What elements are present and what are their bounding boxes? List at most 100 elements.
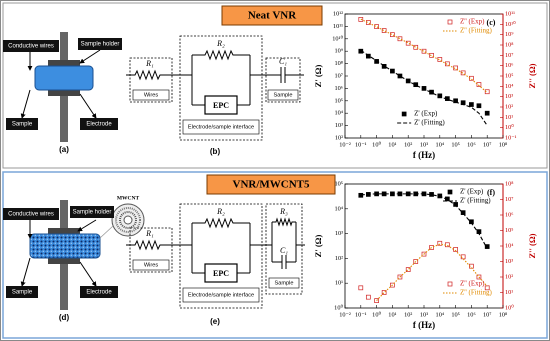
y-tick-label: 10⁶ xyxy=(335,85,344,92)
y-tick-label: 10³ xyxy=(335,122,343,129)
y-tick-label: 10² xyxy=(335,255,343,262)
y-tick-label: 10¹² xyxy=(333,10,343,17)
x-tick-label: 10⁸ xyxy=(499,141,508,148)
x-tick-label: 10⁰ xyxy=(372,141,381,148)
legend-label: Z'' (Exp) xyxy=(460,18,485,26)
x-tick-label: 10⁻¹ xyxy=(355,311,367,318)
data-point xyxy=(374,24,379,29)
title-box xyxy=(221,5,323,26)
panel-border xyxy=(2,2,548,169)
y2-tick-label: 10⁸ xyxy=(505,180,514,187)
x-tick-label: 10⁻² xyxy=(339,311,351,318)
x-axis-title: f (Hz) xyxy=(413,320,435,330)
y2-tick-label: 10⁷ xyxy=(505,52,514,59)
schematic-label: Sample holder xyxy=(81,42,120,48)
y-tick-label: 10³ xyxy=(335,230,343,237)
data-point xyxy=(421,251,427,257)
schematic-label: Conductive wires xyxy=(8,44,54,50)
x-tick-label: 10⁻² xyxy=(339,141,351,148)
data-point xyxy=(381,28,387,33)
y-tick-label: 10⁵ xyxy=(335,97,344,104)
component-label: R₂ xyxy=(216,39,225,48)
plot-frame xyxy=(344,13,504,139)
caption: (e) xyxy=(210,317,220,326)
data-point xyxy=(365,294,371,300)
component-label: R₁ xyxy=(145,229,154,238)
y-tick-label: 10⁴ xyxy=(335,205,344,212)
fit-line xyxy=(360,49,488,126)
x-tick-label: 10⁰ xyxy=(372,311,381,318)
inset-label: MWCNT xyxy=(117,195,140,201)
data-point xyxy=(437,93,443,99)
y2-tick-label: 10² xyxy=(505,103,513,110)
y2-tick-label: 10¹⁰ xyxy=(505,21,516,28)
data-point xyxy=(453,65,458,71)
box-label: Sample xyxy=(274,92,293,98)
x-tick-label: 10⁵ xyxy=(451,311,460,318)
y2-tick-label: 10¹ xyxy=(505,289,513,296)
box-label: Wires xyxy=(144,262,158,268)
data-point xyxy=(429,52,434,58)
data-point xyxy=(374,298,379,303)
x-tick-label: 10¹ xyxy=(388,141,396,148)
caption: (a) xyxy=(59,145,69,154)
y2-tick-label: 10⁶ xyxy=(505,62,514,69)
data-point xyxy=(476,274,482,280)
x-tick-label: 10⁵ xyxy=(451,141,460,148)
data-point xyxy=(453,98,458,104)
schematic-label: Sample xyxy=(12,290,33,296)
data-point xyxy=(397,73,403,79)
y2-tick-label: 10⁰ xyxy=(505,304,514,311)
y2-tick-label: 10⁵ xyxy=(505,72,514,79)
data-point xyxy=(413,259,419,264)
x-axis-title: f (Hz) xyxy=(413,150,435,160)
x-tick-label: 10⁸ xyxy=(499,311,508,318)
data-point xyxy=(437,57,443,62)
x-tick-label: 10² xyxy=(404,311,412,318)
x-tick-label: 10² xyxy=(404,141,412,148)
schematic-label: Sample xyxy=(12,122,33,128)
y-tick-label: 10⁴ xyxy=(335,110,344,117)
legend-swatch xyxy=(447,189,453,195)
component-label: C₁ xyxy=(280,246,288,255)
y2-tick-label: 10⁴ xyxy=(505,242,514,249)
component-label: C₁ xyxy=(279,57,287,66)
x-tick-label: 10⁴ xyxy=(436,141,445,148)
y-tick-label: 10⁸ xyxy=(335,60,344,67)
y-tick-label: 10⁵ xyxy=(335,180,344,187)
y2-axis-title: Z'' (Ω) xyxy=(527,63,537,88)
epc-label: EPC xyxy=(213,101,229,110)
data-point xyxy=(381,290,387,295)
y2-tick-label: 10¹¹ xyxy=(505,10,515,17)
x-tick-label: 10⁷ xyxy=(483,311,492,318)
circuit xyxy=(126,203,305,309)
fit-line xyxy=(376,243,488,301)
legend-label: Z' (Exp) xyxy=(414,110,438,118)
data-point xyxy=(453,202,458,207)
y2-tick-label: 10³ xyxy=(505,93,513,100)
legend-label: Z' (Fitting) xyxy=(414,119,445,127)
data-point xyxy=(365,20,371,25)
data-point xyxy=(429,245,434,250)
x-tick-label: 10⁶ xyxy=(467,141,476,148)
epc-label: EPC xyxy=(213,269,229,278)
data-point xyxy=(476,82,482,87)
caption: (d) xyxy=(59,313,70,322)
box-label: Sample xyxy=(275,280,294,286)
legend-label: Z' (Exp) xyxy=(460,188,484,196)
title-box xyxy=(206,174,336,195)
x-tick-label: 10⁴ xyxy=(436,311,445,318)
y2-tick-label: 10⁵ xyxy=(505,227,514,234)
schematic xyxy=(3,32,122,142)
caption: (b) xyxy=(210,147,221,156)
box-label: Electrode/sample interface xyxy=(188,124,254,130)
component-label: R₂ xyxy=(216,207,225,216)
x-tick-label: 10⁷ xyxy=(483,141,492,148)
data-point xyxy=(397,274,403,280)
schematic-label: Conductive wires xyxy=(8,212,54,218)
data-point xyxy=(460,70,466,76)
x-tick-label: 10¹ xyxy=(388,311,396,318)
y-tick-label: 10⁹ xyxy=(335,48,344,55)
data-point xyxy=(484,244,490,249)
